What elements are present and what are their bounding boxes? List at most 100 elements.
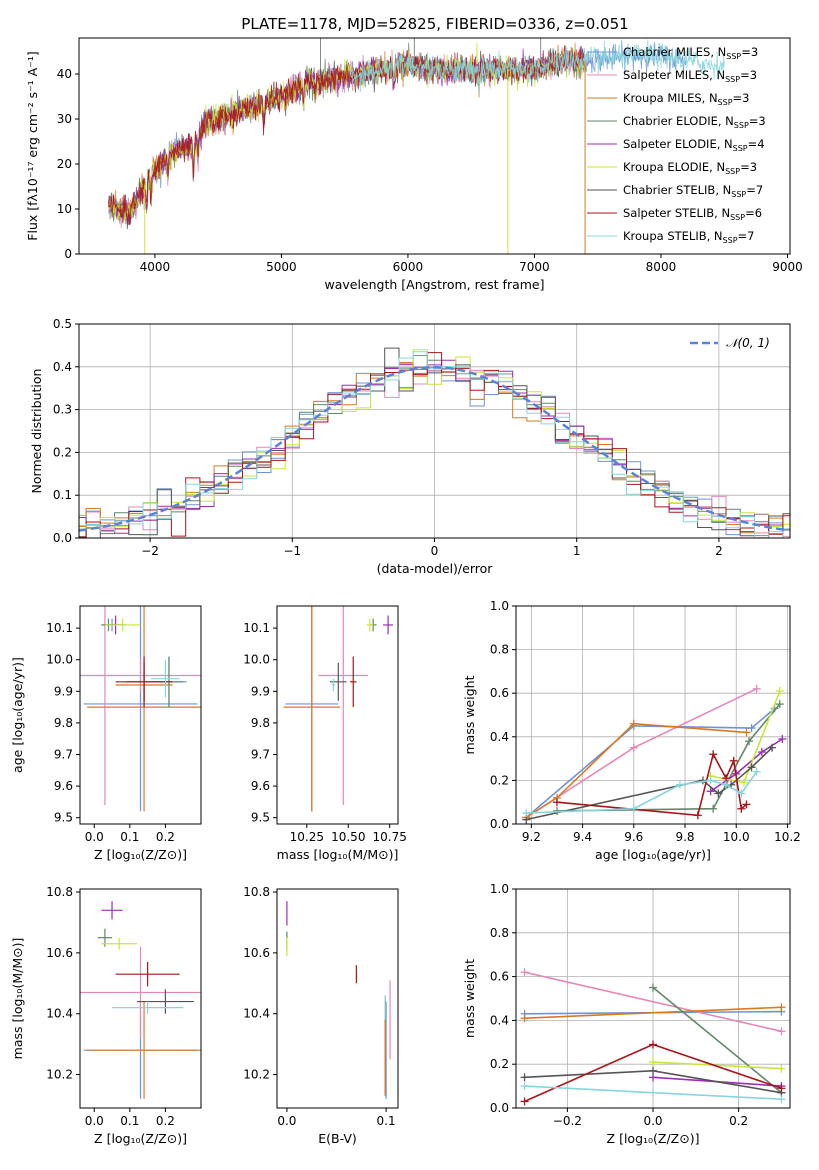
legend-subscript: SSP [730, 213, 745, 222]
legend-subscript: SSP [725, 167, 740, 176]
plots: 4000 5000 6000 7000 8000 9000010203040wavelen… [10, 37, 803, 1146]
y-tick-label: 9.8 [251, 716, 270, 730]
plot-area [522, 684, 787, 824]
x-axis-label: E(B-V) [318, 1131, 357, 1146]
axes: 0.0 0.1 0.2 9.5 9.6 9.7 9.8 9.9 10.0 10.1 Z [log₁₀… [10, 605, 202, 862]
y-tick-label: 9.7 [251, 747, 270, 761]
legend-entry: Salpeter ELODIE, NSSP=4 [587, 137, 765, 153]
y-tick-label: 9.7 [54, 747, 73, 761]
weight-marker [778, 734, 787, 743]
y-tick-label: 40 [57, 67, 72, 81]
y-tick-label: 0.0 [490, 1101, 509, 1115]
weight-series-3 [556, 703, 781, 812]
errorbar-point [283, 606, 340, 812]
y-tick-label: 9.5 [54, 811, 73, 825]
legend-label: Chabrier ELODIE, NSSP=3 [623, 114, 766, 130]
plot-area [80, 901, 201, 1099]
x-tick-label: −0.2 [553, 1114, 582, 1128]
panel-mass_vs_EBV: 0.0 0.1 10.2 10.4 10.6 10.8 E(B-V) [243, 885, 399, 1146]
histogram-8 [79, 351, 790, 538]
weight-marker [520, 1082, 529, 1091]
panel-age_vs_Z: 0.0 0.1 0.2 9.5 9.6 9.7 9.8 9.9 10.0 10.1 Z [log₁₀… [10, 605, 202, 862]
errorbar-point [83, 606, 198, 812]
y-tick-label: 0.5 [53, 317, 72, 331]
legend-label: Salpeter MILES, NSSP=3 [623, 68, 757, 84]
x-axis-label: age [log₁₀(age/yr)] [595, 847, 711, 862]
weight-marker [777, 1027, 786, 1036]
weight-marker [552, 798, 561, 807]
legend-entry: Kroupa STELIB, NSSP=7 [587, 229, 754, 245]
axes: 0.0 0.1 10.2 10.4 10.6 10.8 E(B-V) [243, 885, 399, 1146]
axes-frame [276, 605, 399, 825]
errorbar-point [136, 989, 194, 1014]
x-tick-label: 0.2 [156, 1114, 175, 1128]
x-tick-label: 8000 [646, 260, 677, 274]
weight-marker [629, 743, 638, 752]
x-tick-label: 0.0 [85, 830, 104, 844]
x-tick-label: 10.50 [331, 830, 365, 844]
errorbar-point [383, 615, 394, 635]
legend-subscript: SSP [718, 98, 733, 107]
weight-series-1 [524, 971, 782, 1033]
y-axis-label: Flux [fλ10⁻¹⁷ erg cm⁻² s⁻¹ A⁻¹] [25, 51, 40, 240]
y-tick-label: 0.0 [53, 531, 72, 545]
weight-marker [777, 1095, 786, 1104]
legend-label: Chabrier MILES, NSSP=3 [623, 45, 758, 61]
legend-entry: Chabrier STELIB, NSSP=7 [587, 183, 763, 199]
y-tick-label: 0 [64, 247, 72, 261]
weight-marker [629, 804, 638, 813]
y-tick-label: 0.0 [490, 817, 509, 831]
y-tick-label: 9.6 [251, 779, 270, 793]
legend-suffix: =3 [741, 45, 758, 59]
y-tick-label: 10.8 [243, 885, 270, 899]
errorbar-point [151, 659, 180, 698]
x-tick-label: 5000 [266, 260, 297, 274]
panel-spectrum: 4000 5000 6000 7000 8000 9000 0 10 20 30 40 wavelen… [25, 37, 803, 292]
x-tick-label: 0.0 [277, 1114, 296, 1128]
weight-marker [742, 800, 751, 809]
legend-suffix: =7 [738, 229, 755, 243]
y-tick-label: 9.5 [251, 811, 270, 825]
y-tick-label: 1.0 [490, 599, 509, 613]
x-tick-label: 2 [715, 544, 723, 558]
legend-suffix: =3 [740, 160, 757, 174]
plot-area [520, 968, 786, 1106]
weight-marker [777, 1064, 786, 1073]
legend-label: 𝒩(0, 1) [726, 336, 770, 350]
histogram-7 [79, 352, 790, 538]
legend-subscript: SSP [725, 75, 740, 84]
legend-subscript: SSP [731, 190, 746, 199]
x-axis-label: Z [log₁₀(Z/Z⊙)] [607, 1131, 700, 1146]
y-tick-label: 1.0 [490, 882, 509, 896]
axes: 0.0 0.1 0.2 10.2 10.4 10.6 10.8 Z [log₁₀(Z/Z⊙)]… [10, 885, 202, 1146]
x-tick-label: 0.0 [85, 1114, 104, 1128]
x-tick-label: 10.75 [373, 830, 407, 844]
weight-marker [729, 756, 738, 765]
legend-text: Salpeter MILES, N [623, 68, 725, 82]
weight-marker [649, 1040, 657, 1049]
x-axis-label: Z [log₁₀(Z/Z⊙)] [94, 847, 187, 862]
weight-marker [768, 743, 777, 752]
weight-marker [649, 1066, 657, 1075]
errorbar-point [80, 659, 201, 692]
y-tick-label: 0.1 [53, 488, 72, 502]
legend-entry: Chabrier MILES, NSSP=3 [587, 45, 758, 61]
legend-label: Salpeter STELIB, NSSP=6 [623, 206, 762, 222]
y-axis-label: mass weight [462, 959, 477, 1038]
y-tick-label: 0.2 [53, 445, 72, 459]
weight-marker [739, 778, 748, 787]
plot-area [286, 901, 391, 1099]
legend-subscript: SSP [723, 236, 738, 245]
y-tick-label: 30 [57, 112, 72, 126]
weight-marker [649, 1088, 657, 1097]
legend-text: Chabrier MILES, N [623, 45, 726, 59]
weight-marker [777, 1003, 786, 1012]
x-tick-label: −1 [283, 544, 301, 558]
x-tick-label: 4000 [140, 260, 171, 274]
y-tick-label: 9.9 [251, 684, 270, 698]
weight-marker [693, 811, 702, 820]
plot-area [283, 606, 394, 812]
legend-text: Kroupa MILES, N [623, 91, 718, 105]
errorbar-point [112, 1001, 184, 1014]
